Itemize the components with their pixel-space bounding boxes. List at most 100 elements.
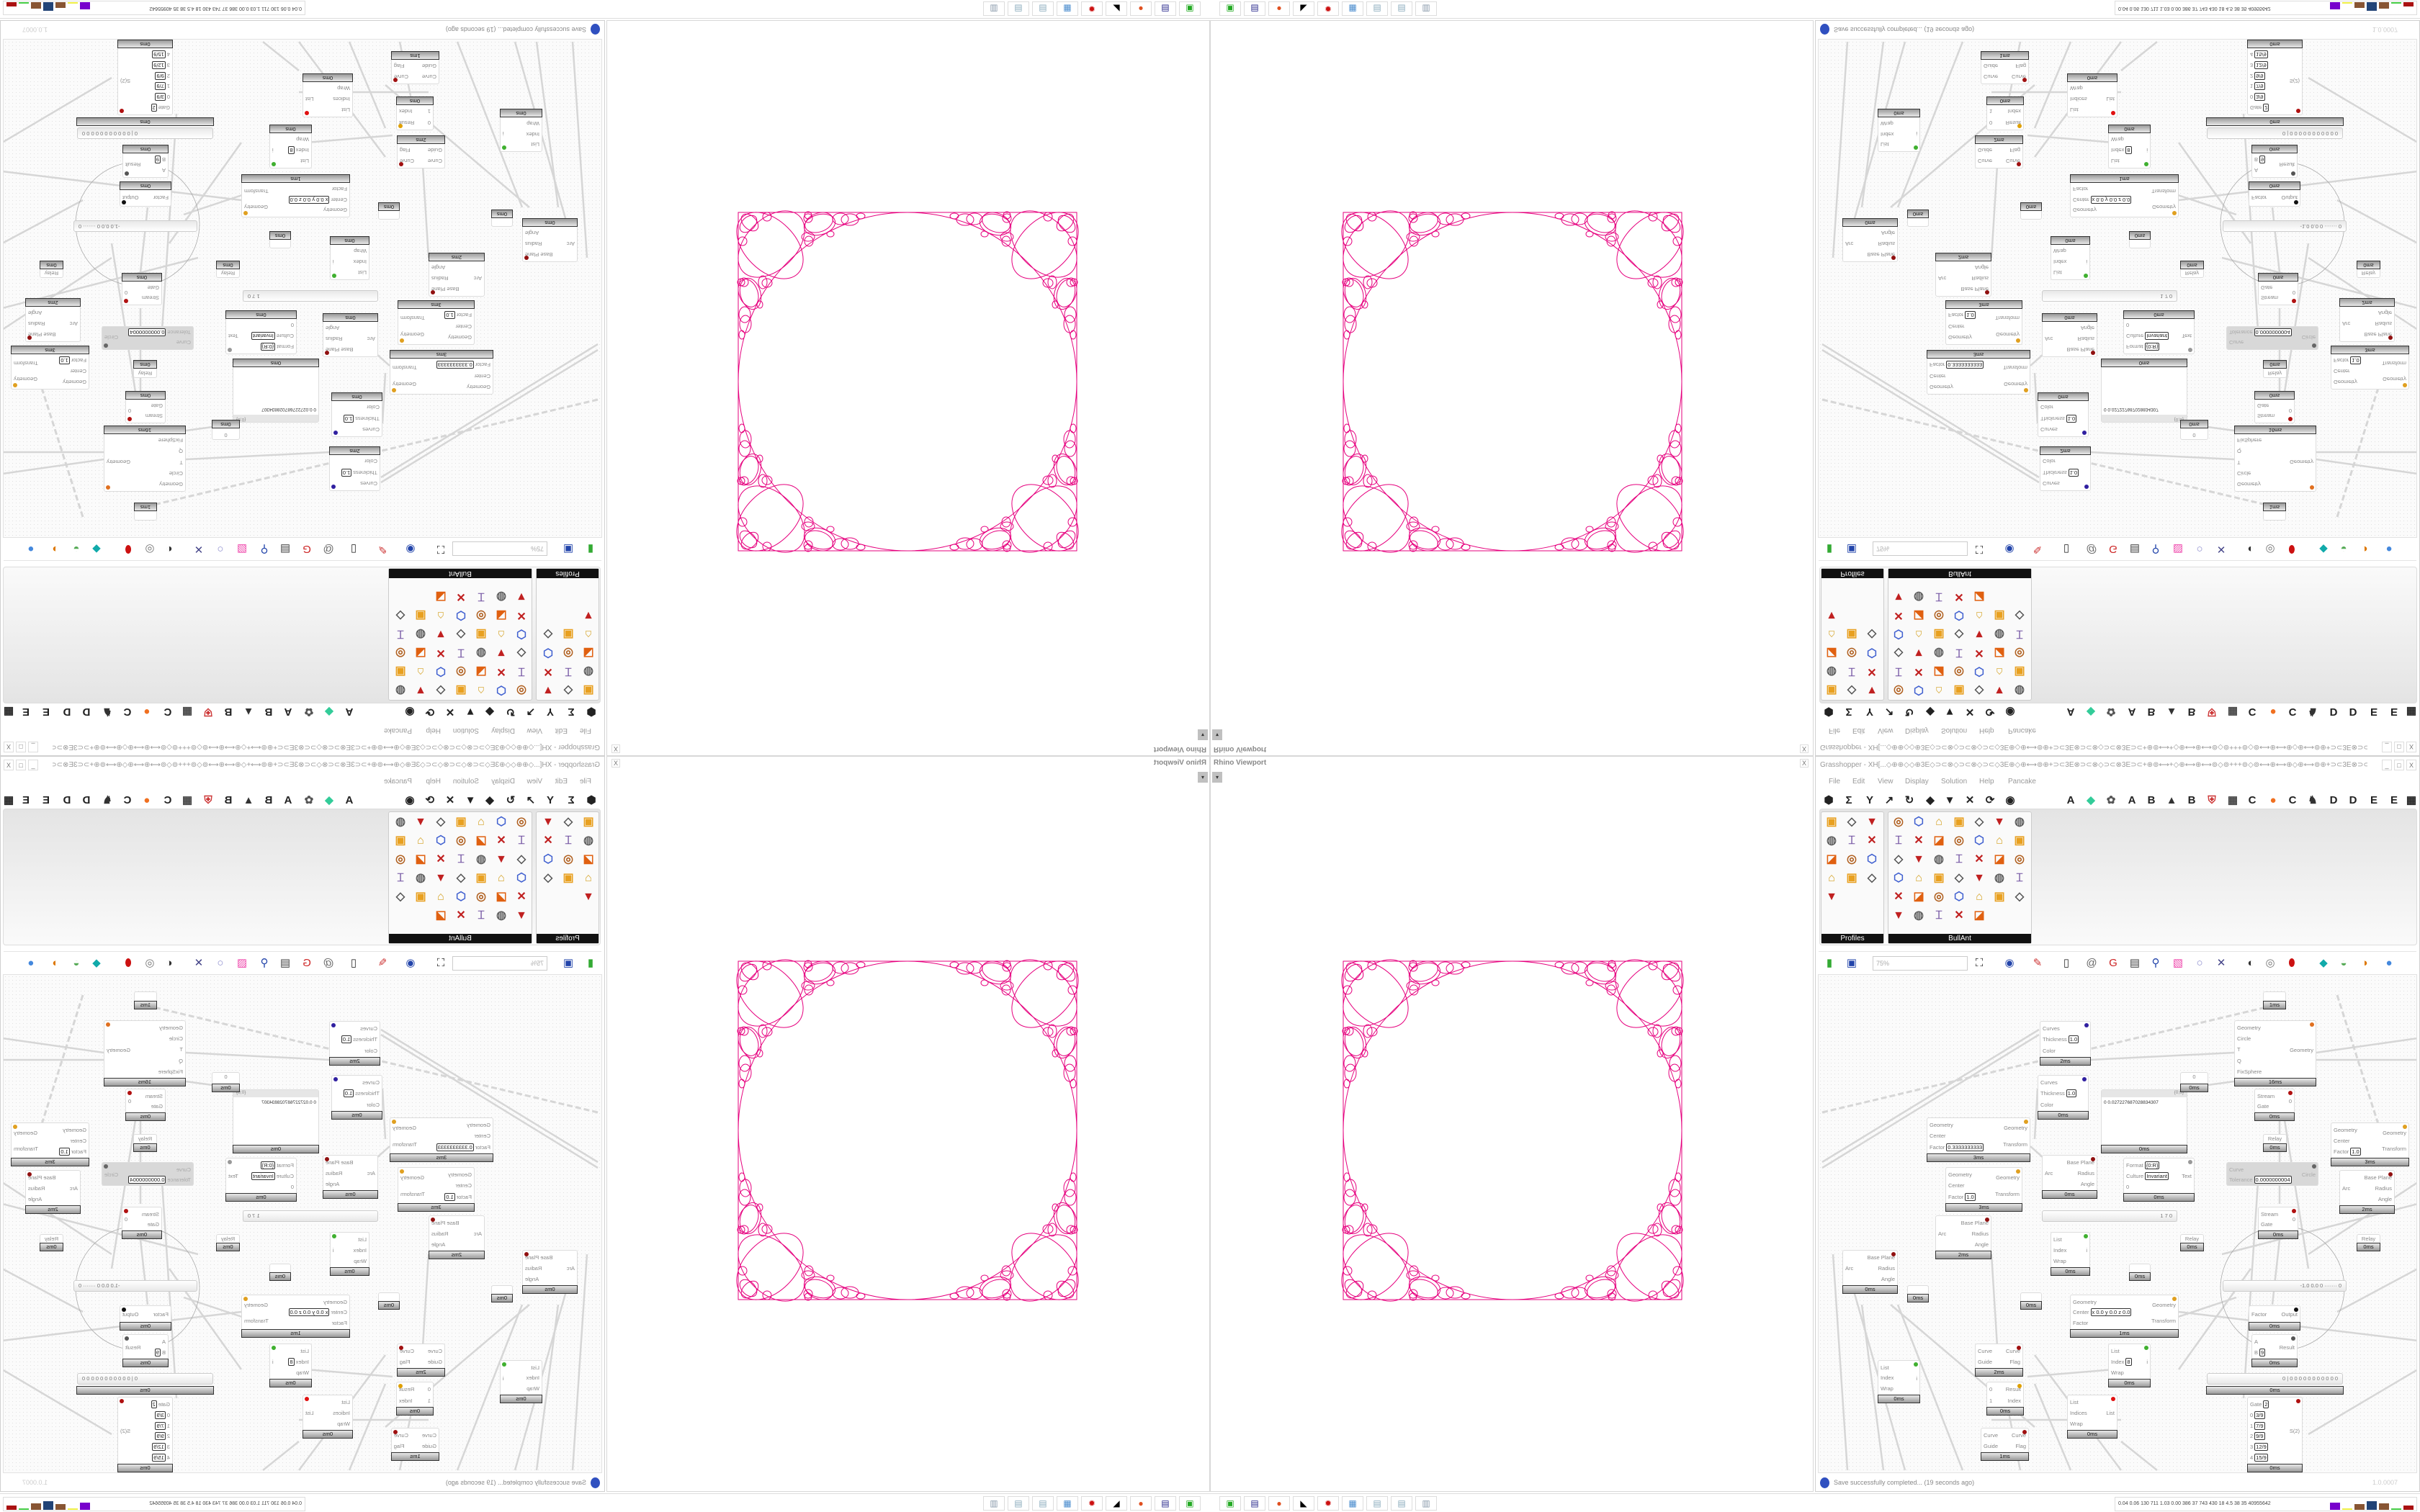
output-param[interactable]: Angle [525,230,539,236]
cluster-icon[interactable]: ▯ [350,957,357,969]
input-param[interactable]: Guide [422,63,436,69]
profile-i-beam2-icon[interactable]: ◎ [1847,647,1857,659]
component-node[interactable]: List Indices Wrap List 0ms [2067,1395,2118,1439]
output-param[interactable]: List [305,1410,314,1416]
open-file-icon[interactable]: ▮ [1826,543,1833,555]
input-param[interactable]: Center [436,1133,490,1139]
profile-box2-icon[interactable]: ⬡ [1867,647,1877,659]
output-param[interactable]: Transform [14,359,38,366]
x-frame-icon[interactable]: ◎ [456,665,466,678]
input-param[interactable]: List [2053,1236,2066,1243]
wireframe-icon[interactable]: ◎ [2265,543,2275,555]
menu-view[interactable]: View [1878,726,1894,734]
output-param[interactable]: Angle [28,1196,42,1202]
minimize-button[interactable]: _ [28,742,38,752]
output-param[interactable]: Result [125,1344,141,1351]
wires-icon[interactable]: ✕ [194,957,204,969]
input-param[interactable]: Index [354,258,367,265]
x-frame-icon[interactable]: ◎ [1954,834,1964,847]
output-param[interactable]: Flag [394,1443,405,1449]
lock2-icon[interactable]: ◪ [415,647,426,659]
output-param[interactable]: Flag [2015,1443,2026,1449]
nodes-icon[interactable]: ▣ [1933,628,1945,640]
input-param[interactable]: Wrap [2070,85,2087,91]
input-param[interactable]: 0 [428,120,431,126]
number-slider[interactable]: 1 7 0 [2042,290,2177,302]
profile-box-icon[interactable]: ◪ [583,647,594,659]
transform-icon[interactable]: ⟳ [1985,706,1995,718]
output-param[interactable]: Geometry [400,331,424,338]
menu-help[interactable]: Help [426,726,441,734]
tab-a-icon[interactable]: A [2066,794,2075,806]
profile-box-icon[interactable]: ◪ [583,853,594,865]
v-frame2-icon[interactable]: ✕ [1974,853,1984,865]
lock4-icon[interactable]: ▣ [1994,891,2005,903]
box-icon[interactable]: ◎ [1894,816,1904,828]
component-node[interactable]: 0 1 Result Index 0ms [1986,96,2024,130]
output-param[interactable]: Flag [394,63,405,69]
tab-c2-icon[interactable]: C [123,706,132,718]
array2-icon[interactable]: ◎ [1934,891,1944,903]
rainbow-icon[interactable]: ◪ [435,909,447,922]
menu-pancake[interactable]: Pancake [384,778,412,786]
relay-node[interactable]: 0ms [2129,1264,2151,1281]
tab-b-icon[interactable]: B [264,706,273,718]
x-frame2-icon[interactable]: ⌶ [1955,853,1963,865]
input-param[interactable]: Wrap [2111,1369,2132,1376]
panel-node[interactable]: {0;0} 0 0.027227687028834307 0ms [2101,359,2187,423]
input-param[interactable]: 03/9 [151,1410,170,1419]
bend3-icon[interactable]: ⬡ [456,609,466,621]
open-file-icon[interactable]: ▮ [587,957,594,969]
params-icon[interactable]: ⬢ [1824,706,1834,718]
input-param[interactable]: 0 [1989,120,1992,126]
profile-point-icon[interactable]: ▼ [583,609,594,621]
scanner-icon[interactable]: ▥ [983,1,1005,16]
bend-icon[interactable]: ◍ [1934,853,1944,865]
input-param[interactable]: Format{0:R} [251,343,294,351]
search-icon[interactable]: ⚲ [2151,957,2160,969]
input-param[interactable]: Stream [142,1211,159,1218]
output-param[interactable]: List [2106,96,2115,102]
relay-node[interactable]: 0ms [269,1264,291,1281]
tab-d-icon[interactable]: D [2329,706,2338,718]
input-param[interactable]: 29/9 [151,1432,170,1441]
mountain-icon[interactable]: ▲ [243,794,254,806]
display-icon[interactable]: ◉ [2005,794,2015,806]
input-param[interactable]: Geometry [158,1025,183,1031]
component-node[interactable]: Factor Output 0ms [2249,1305,2300,1331]
tab-c2-icon[interactable]: C [2288,794,2297,806]
profile-extrude-icon[interactable]: ▼ [1866,684,1878,696]
input-param[interactable]: Centerx 0.0 y 0.0 z 0.0 [288,195,347,204]
component-node[interactable]: List Index Wrap i 0ms [330,1232,369,1276]
profile-tube-icon[interactable]: ◇ [1867,872,1877,884]
menu-help[interactable]: Help [1979,778,1994,786]
relay-node[interactable]: Relay 0ms [2263,360,2287,378]
tab-d2-icon[interactable]: D [2349,794,2357,806]
menu-file[interactable]: File [1829,726,1841,734]
preview-mesh-icon[interactable]: ◆ [92,543,101,555]
orange-dot-icon[interactable]: ● [143,706,151,718]
profile-box2-icon[interactable]: ⬡ [543,853,553,865]
input-param[interactable]: Q [158,448,183,454]
mountain-icon[interactable]: ▲ [2166,794,2177,806]
output-param[interactable]: Transform [2382,1146,2406,1153]
input-param[interactable]: Stream [2257,413,2275,419]
intersect-icon[interactable]: ✕ [445,794,455,806]
input-param[interactable]: T [2237,459,2262,466]
output-param[interactable]: i [2146,147,2148,153]
component-node[interactable]: Stream Gate 0 0ms [122,1207,162,1239]
array2-icon[interactable]: ◎ [476,609,486,621]
